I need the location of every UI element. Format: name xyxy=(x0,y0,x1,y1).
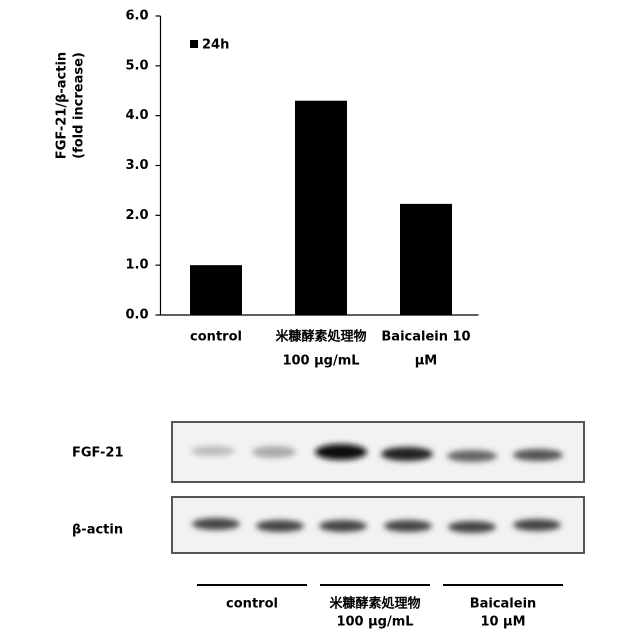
x-tick-label: 100 μg/mL xyxy=(282,354,359,369)
y-tick-label: 2.0 xyxy=(125,208,148,223)
bar-chart: 0.0 1.0 2.0 3.0 4.0 5.0 6.0 FGF-21/β-actin(fold… xyxy=(55,9,479,369)
legend-swatch xyxy=(190,40,198,48)
bar xyxy=(295,101,347,315)
band xyxy=(256,520,304,532)
y-tick-label: 4.0 xyxy=(125,108,148,123)
band xyxy=(252,446,296,458)
band xyxy=(319,520,367,532)
y-axis-title: (fold increase) xyxy=(72,52,87,159)
y-tick-label: 3.0 xyxy=(125,158,148,173)
legend-label: 24h xyxy=(202,38,229,53)
group-label: 100 μg/mL xyxy=(336,615,413,630)
x-tick-label: control xyxy=(190,330,242,345)
x-tick-label: Baicalein 10 xyxy=(381,330,470,345)
x-tick-label: 米糠酵素処理物 xyxy=(275,329,366,345)
figure: 0.0 1.0 2.0 3.0 4.0 5.0 6.0 FGF-21/β-actin(fold… xyxy=(0,0,640,640)
band xyxy=(315,444,367,460)
group-label: 10 μM xyxy=(480,615,525,630)
bar xyxy=(190,265,242,315)
band xyxy=(191,446,235,456)
row-label: FGF-21 xyxy=(72,446,124,461)
band xyxy=(448,521,496,533)
band xyxy=(513,519,561,531)
y-tick-label: 5.0 xyxy=(125,58,148,73)
bar xyxy=(400,204,452,315)
y-tick-label: 1.0 xyxy=(125,258,148,273)
y-tick-label: 0.0 xyxy=(125,308,148,323)
row-label: β-actin xyxy=(72,523,123,538)
group-label: Baicalein xyxy=(470,597,537,612)
group-label: control xyxy=(226,597,278,612)
group-label: 米糠酵素処理物 xyxy=(329,596,420,612)
band xyxy=(447,450,497,462)
western-blot: FGF-21 β-actin control 米糠酵素処理物 100 μg/mL… xyxy=(72,422,584,630)
y-tick-label: 6.0 xyxy=(125,9,148,24)
band xyxy=(381,447,433,461)
band xyxy=(513,449,563,461)
band xyxy=(192,518,240,530)
band xyxy=(384,520,432,532)
y-axis-title: FGF-21/β-actin xyxy=(55,52,70,159)
x-tick-label: μM xyxy=(415,354,438,369)
